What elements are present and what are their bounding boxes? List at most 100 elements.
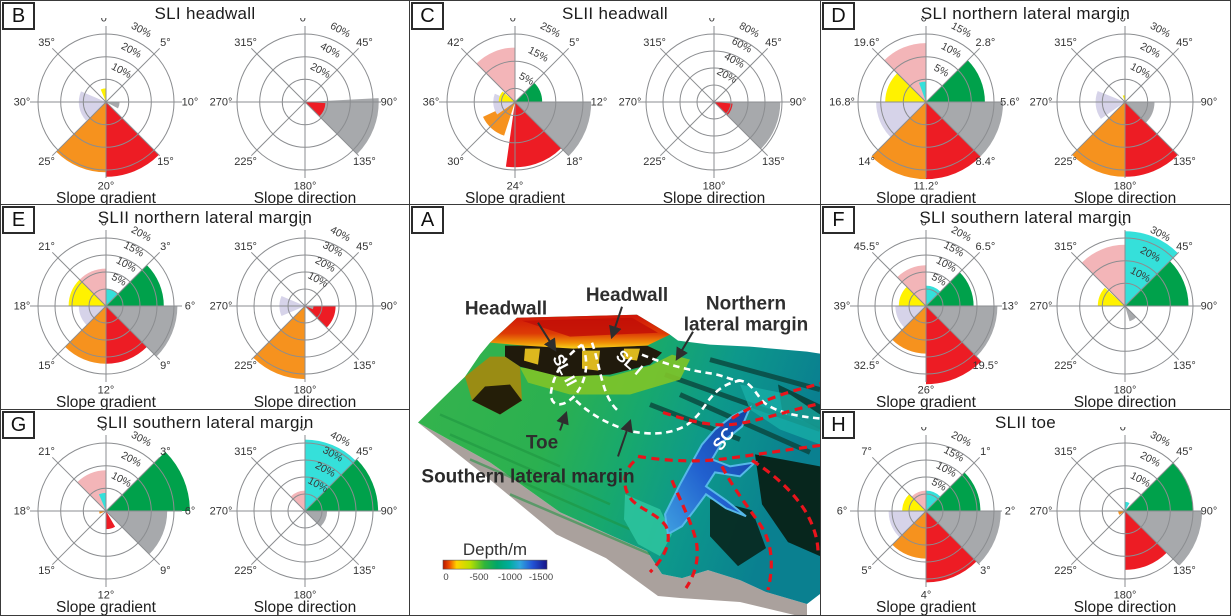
axis-label: 180°	[1114, 590, 1137, 602]
label-headwall-right: Headwall	[586, 285, 668, 306]
axis-label: 180°	[703, 181, 726, 193]
panel-title: SLI southern lateral margin	[919, 208, 1132, 227]
rose-slope-direction: 20% 40% 60% 80% 0° 45° 90° 135° 180° 225° 270° 315°…	[614, 13, 814, 208]
axis-label: 3°	[980, 565, 991, 577]
axis-label: 90°	[1201, 301, 1218, 313]
axis-label: 135°	[353, 156, 376, 168]
axis-label: 25°	[38, 156, 55, 168]
axis-label: 45°	[1176, 241, 1193, 253]
axis-label: 315°	[234, 241, 257, 253]
axis-label: 225°	[1054, 156, 1077, 168]
rose-slope-direction: 10% 20% 30% 40% 0° 45° 90° 135° 180° 225° 270° 315°…	[205, 217, 405, 412]
axis-label: 0°	[709, 18, 720, 25]
label-southern: Southern lateral margin	[421, 466, 634, 487]
axis-label: 0°	[101, 427, 112, 434]
rose-chart: 5%10%15%0°2.8°5.6°8.4°11.2°14°16.8°19.6°…	[829, 13, 1020, 208]
map-plateau-core	[522, 317, 658, 337]
rose-wedges	[888, 472, 1001, 583]
axis-label: 36°	[423, 97, 440, 109]
rose-chart: 5%10%15%20%0°1°2°3°4°5°6°7°Slope gradien…	[837, 422, 1016, 616]
rose-subtitle: Slope gradient	[56, 394, 157, 410]
panel-B-sli-headwall: B SLI headwall 10% 20% 30% 0° 5° 10° 15° 20° 25° 30…	[0, 0, 410, 208]
rose-chart: 10%20%30%40%0°45°90°135°180°225°270°315°…	[210, 422, 398, 616]
axis-label: 6°	[185, 506, 196, 518]
axis-label: 19.5°	[972, 360, 998, 372]
rose-grid	[30, 435, 182, 587]
rose-wedges	[77, 451, 190, 555]
axis-label: 270°	[210, 97, 233, 109]
map-apron	[520, 354, 690, 395]
axis-label: 270°	[619, 97, 642, 109]
axis-label: 180°	[1114, 181, 1137, 193]
axis-label: 5°	[160, 37, 171, 49]
rose-grid	[229, 435, 381, 587]
axis-label: 0°	[921, 427, 932, 434]
axis-label: 180°	[294, 385, 317, 397]
ring-label: 5%	[932, 62, 951, 80]
panel-title: SLII southern lateral margin	[96, 413, 314, 432]
axis-label: 315°	[1054, 446, 1077, 458]
panel-letter: G	[2, 411, 35, 439]
axis-label: 15°	[38, 360, 55, 372]
axis-label: 2°	[1005, 506, 1016, 518]
rose-slope-gradient: 10% 20% 30% 0° 5° 10° 15° 20° 25° 30° 35° Slope gra…	[6, 13, 206, 208]
ring-label: 15%	[526, 44, 550, 64]
axis-label: 0°	[1120, 222, 1131, 229]
axis-label: 90°	[381, 506, 398, 518]
rose-subtitle: Slope gradient	[876, 599, 977, 615]
axis-label: 270°	[1030, 97, 1053, 109]
depth-tick-0: 0	[443, 572, 448, 583]
axis-label: 0°	[1120, 18, 1131, 25]
rose-subtitle: Slope gradient	[56, 190, 157, 206]
rose-grid	[1049, 435, 1201, 587]
axis-label: 270°	[210, 506, 233, 518]
axis-label: 315°	[1054, 241, 1077, 253]
axis-label: 45°	[1176, 446, 1193, 458]
rose-subtitle: Slope gradient	[465, 190, 566, 206]
axis-label: 135°	[1173, 565, 1196, 577]
axis-label: 32.5°	[854, 360, 880, 372]
axis-label: 9°	[160, 360, 171, 372]
rose-subtitle: Slope gradient	[876, 394, 977, 410]
axis-label: 135°	[1173, 156, 1196, 168]
depth-legend-title: Depth/m	[463, 540, 527, 559]
panel-letter: B	[2, 2, 35, 30]
rose-wedges	[892, 265, 998, 385]
axis-label: 12°	[591, 97, 608, 109]
axis-label: 24°	[507, 181, 524, 193]
panel-H-slii-toe: H SLII toe 5% 10% 15% 20% 0° 1° 2° 3° 4° 5° 6° 7° Slop…	[820, 409, 1231, 616]
axis-label: 180°	[1114, 385, 1137, 397]
rose-chart: 20%40%60%0°45°90°135°180°225°270°315°Slo…	[210, 13, 398, 208]
axis-label: 30°	[447, 156, 464, 168]
rose-chart: 5%10%15%20%0°3°6°9°12°15°18°21°Slope gra…	[14, 217, 196, 412]
depth-colorbar	[442, 559, 548, 570]
axis-label: 45.5°	[854, 241, 880, 253]
rose-wedges	[253, 296, 336, 380]
axis-label: 90°	[381, 97, 398, 109]
axis-label: 45°	[356, 37, 373, 49]
rose-wedges	[290, 439, 379, 527]
annotation-arrows	[537, 306, 694, 457]
axis-label: 26°	[918, 385, 935, 397]
axis-label: 225°	[234, 156, 257, 168]
axis-label: 225°	[234, 565, 257, 577]
map-cyan-spur	[624, 494, 672, 557]
axis-label: 6.5°	[976, 241, 996, 253]
axis-label: 21°	[38, 446, 55, 458]
axis-label: 45°	[356, 241, 373, 253]
axis-label: 8.4°	[976, 156, 996, 168]
label-toe: Toe	[526, 432, 558, 453]
axis-label: 270°	[1030, 301, 1053, 313]
axis-label: 90°	[1201, 97, 1218, 109]
rose-grid	[30, 26, 182, 178]
axis-label: 45°	[1176, 37, 1193, 49]
axis-label: 14°	[858, 156, 875, 168]
axis-label: 2.8°	[976, 37, 996, 49]
axis-label: 225°	[1054, 565, 1077, 577]
axis-label: 30°	[14, 97, 31, 109]
panel-letter: E	[2, 206, 35, 234]
rose-slope-gradient: 10% 20% 30% 0° 3° 6° 9° 12° 15° 18° 21° Slope gradi…	[6, 422, 206, 616]
rose-grid	[850, 435, 1002, 587]
axis-label: 13°	[1002, 301, 1019, 313]
rose-chart: 10%20%30%0°45°90°135°180°225°270°315°Slo…	[1030, 13, 1218, 208]
